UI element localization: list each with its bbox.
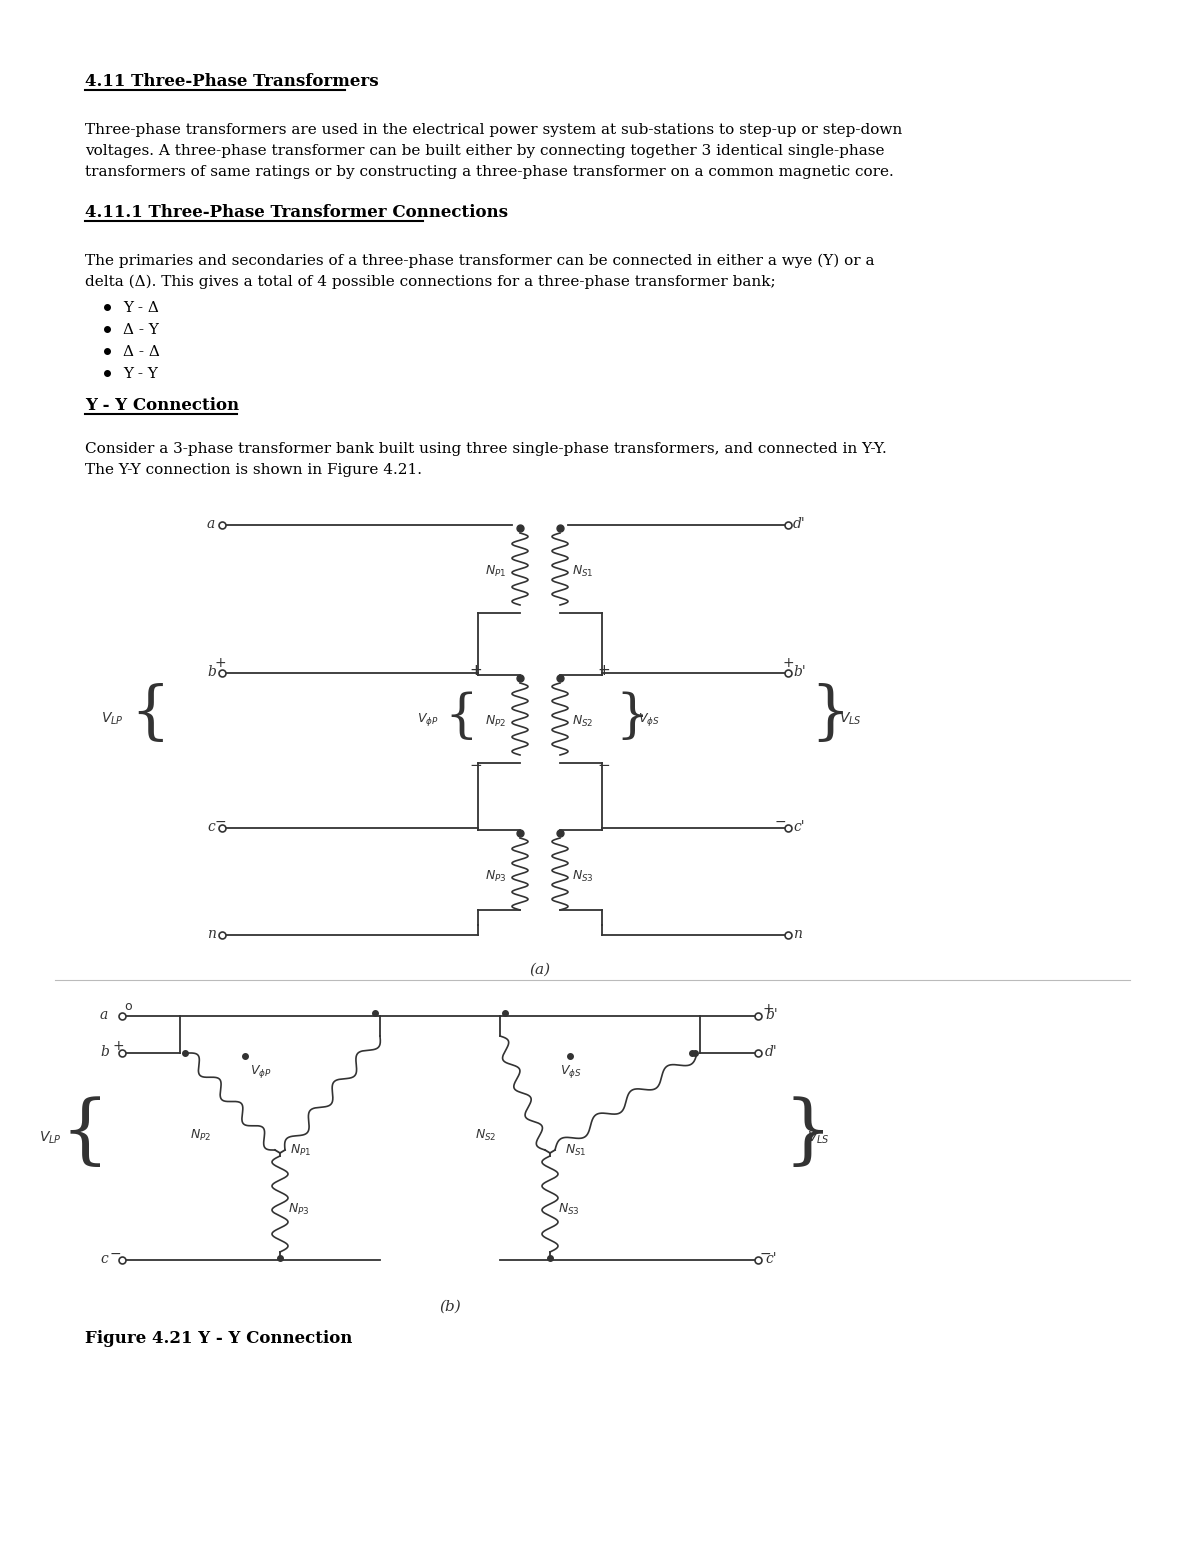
Text: (b): (b) xyxy=(439,1300,461,1314)
Text: −: − xyxy=(760,1247,772,1261)
Text: $N_{S1}$: $N_{S1}$ xyxy=(565,1143,587,1159)
Text: $V_{\phi S}$: $V_{\phi S}$ xyxy=(560,1062,582,1079)
Text: Δ - Δ: Δ - Δ xyxy=(124,345,160,359)
Text: c: c xyxy=(208,820,215,834)
Text: 4.11 Three-Phase Transformers: 4.11 Three-Phase Transformers xyxy=(85,73,379,90)
Text: $N_{S1}$: $N_{S1}$ xyxy=(572,564,594,579)
Text: +: + xyxy=(598,663,611,679)
Text: The Y-Y connection is shown in Figure 4.21.: The Y-Y connection is shown in Figure 4.… xyxy=(85,463,422,477)
Text: $V_{\phi P}$: $V_{\phi P}$ xyxy=(250,1062,271,1079)
Text: −: − xyxy=(775,815,787,829)
Text: c': c' xyxy=(766,1252,776,1266)
Text: $N_{S2}$: $N_{S2}$ xyxy=(572,714,594,728)
Text: a: a xyxy=(208,517,215,531)
Text: $N_{P2}$: $N_{P2}$ xyxy=(190,1127,211,1143)
Text: b: b xyxy=(208,665,216,679)
Text: b': b' xyxy=(766,1008,778,1022)
Text: $V_{\phi P}$: $V_{\phi P}$ xyxy=(418,711,439,728)
Text: The primaries and secondaries of a three-phase transformer can be connected in e: The primaries and secondaries of a three… xyxy=(85,255,875,269)
Text: Y - Y: Y - Y xyxy=(124,367,158,380)
Text: $V_{LP}$: $V_{LP}$ xyxy=(38,1131,61,1146)
Text: b: b xyxy=(100,1045,109,1059)
Text: $N_{P3}$: $N_{P3}$ xyxy=(485,870,506,884)
Text: +: + xyxy=(469,663,482,679)
Text: −: − xyxy=(598,758,611,773)
Text: +: + xyxy=(762,1002,774,1016)
Text: }: } xyxy=(810,683,850,744)
Text: $V_{LS}$: $V_{LS}$ xyxy=(839,711,862,727)
Text: $V_{LP}$: $V_{LP}$ xyxy=(101,711,124,727)
Text: }: } xyxy=(616,691,649,741)
Text: −: − xyxy=(469,758,482,773)
Text: transformers of same ratings or by constructing a three-phase transformer on a c: transformers of same ratings or by const… xyxy=(85,165,894,179)
Text: $V_{\phi S}$: $V_{\phi S}$ xyxy=(638,711,660,728)
Text: Y - Y Connection: Y - Y Connection xyxy=(85,398,239,415)
Text: {: { xyxy=(130,683,170,744)
Text: +: + xyxy=(784,655,794,669)
Text: c: c xyxy=(100,1252,108,1266)
Text: $N_{P2}$: $N_{P2}$ xyxy=(485,714,506,728)
Text: $N_{S3}$: $N_{S3}$ xyxy=(572,870,594,884)
Text: Figure 4.21 Y - Y Connection: Figure 4.21 Y - Y Connection xyxy=(85,1329,353,1346)
Text: Three-phase transformers are used in the electrical power system at sub-stations: Three-phase transformers are used in the… xyxy=(85,123,902,137)
Text: −: − xyxy=(110,1247,121,1261)
Text: d': d' xyxy=(766,1045,778,1059)
Text: $N_{P1}$: $N_{P1}$ xyxy=(485,564,506,579)
Text: Y - Δ: Y - Δ xyxy=(124,301,158,315)
Text: voltages. A three-phase transformer can be built either by connecting together 3: voltages. A three-phase transformer can … xyxy=(85,144,884,158)
Text: −: − xyxy=(215,815,227,829)
Text: 4.11.1 Three-Phase Transformer Connections: 4.11.1 Three-Phase Transformer Connectio… xyxy=(85,203,508,221)
Text: +: + xyxy=(112,1039,124,1053)
Text: n: n xyxy=(793,927,802,941)
Text: $V_{LS}$: $V_{LS}$ xyxy=(806,1131,829,1146)
Text: delta (Δ). This gives a total of 4 possible connections for a three-phase transf: delta (Δ). This gives a total of 4 possi… xyxy=(85,275,775,289)
Text: $N_{P1}$: $N_{P1}$ xyxy=(290,1143,311,1159)
Text: $N_{S3}$: $N_{S3}$ xyxy=(558,1202,580,1216)
Text: c': c' xyxy=(793,820,805,834)
Text: +: + xyxy=(215,655,227,669)
Text: Consider a 3-phase transformer bank built using three single-phase transformers,: Consider a 3-phase transformer bank buil… xyxy=(85,443,887,457)
Text: $N_{P3}$: $N_{P3}$ xyxy=(288,1202,310,1216)
Text: n: n xyxy=(208,927,216,941)
Text: $N_{S2}$: $N_{S2}$ xyxy=(475,1127,497,1143)
Text: (a): (a) xyxy=(529,963,551,977)
Text: Δ - Y: Δ - Y xyxy=(124,323,158,337)
Text: o: o xyxy=(124,1000,132,1013)
Text: b': b' xyxy=(793,665,805,679)
Text: }: } xyxy=(784,1096,833,1169)
Text: {: { xyxy=(61,1096,109,1169)
Text: d': d' xyxy=(793,517,805,531)
Text: a: a xyxy=(100,1008,108,1022)
Text: {: { xyxy=(444,691,478,741)
